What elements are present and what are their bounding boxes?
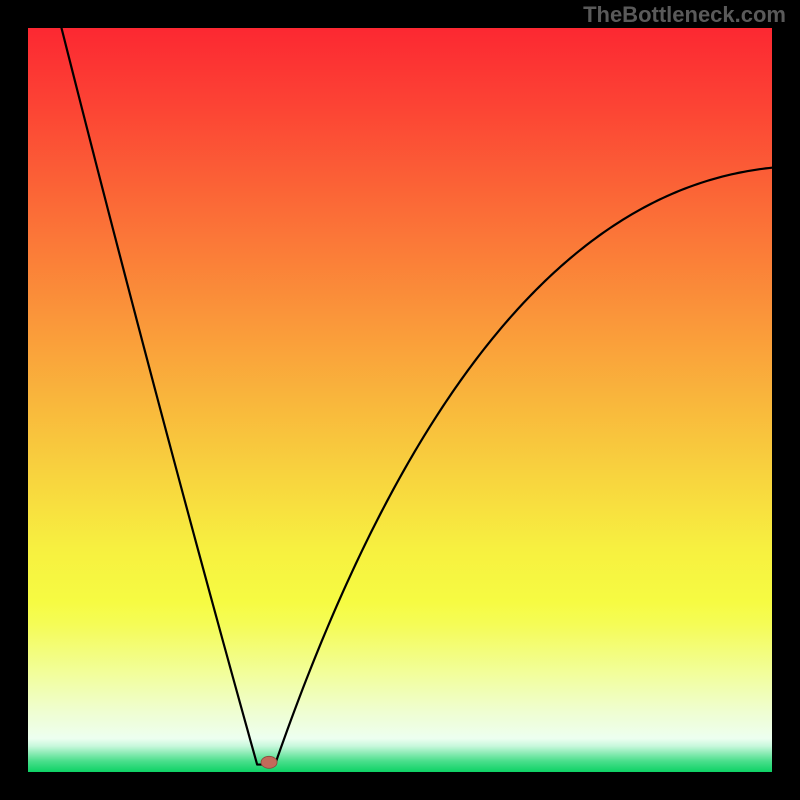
- optimal-point-marker: [261, 756, 277, 768]
- plot-gradient-background: [28, 28, 772, 772]
- chart-container: TheBottleneck.com: [0, 0, 800, 800]
- bottleneck-chart: [0, 0, 800, 800]
- watermark-text: TheBottleneck.com: [583, 2, 786, 28]
